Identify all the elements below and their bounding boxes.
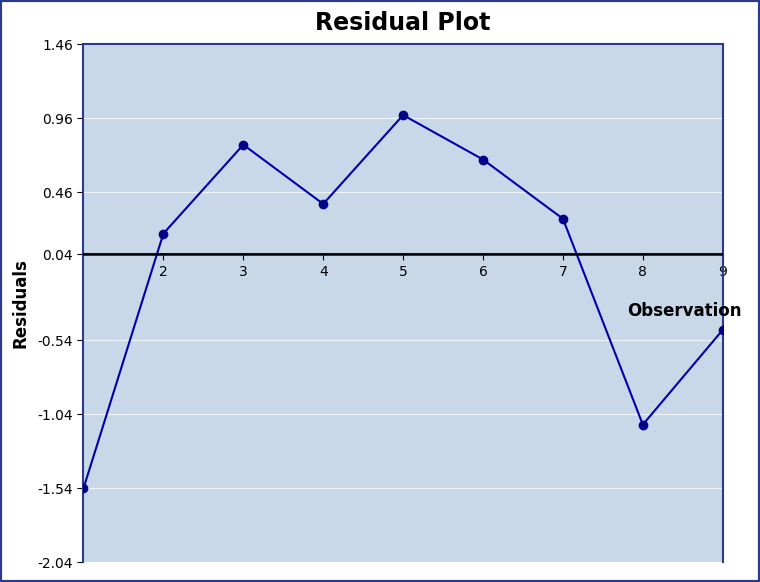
Y-axis label: Residuals: Residuals [11,258,29,348]
Text: Observation: Observation [627,301,741,320]
Title: Residual Plot: Residual Plot [315,11,491,35]
